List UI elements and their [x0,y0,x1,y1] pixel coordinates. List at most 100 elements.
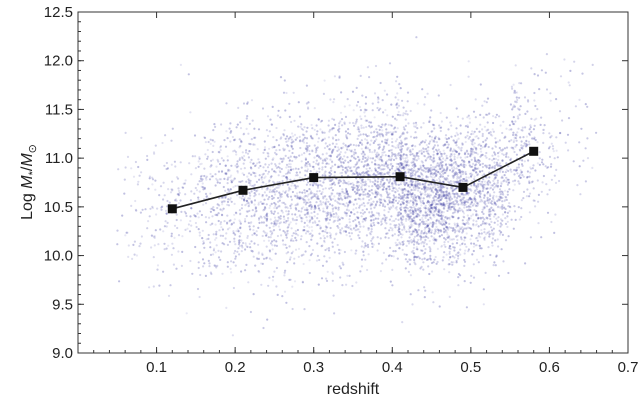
scatter-point [499,148,502,152]
scatter-point [410,184,413,187]
scatter-point [401,132,404,135]
scatter-point [451,255,454,258]
scatter-point [481,180,484,183]
scatter-point [362,193,365,197]
scatter-point [470,147,473,150]
scatter-point [220,200,223,203]
scatter-point [479,163,482,166]
scatter-point [157,243,160,246]
scatter-point [439,152,443,155]
scatter-point [401,163,404,166]
scatter-point [300,235,303,238]
scatter-point [448,169,452,172]
scatter-point [365,145,368,148]
scatter-point [214,184,217,187]
scatter-point [252,255,255,258]
scatter-point [218,197,221,200]
scatter-point [127,255,130,258]
scatter-point [412,229,415,232]
scatter-point [477,167,480,170]
scatter-point [315,183,318,186]
scatter-point [435,169,438,172]
scatter-point [396,214,399,217]
scatter-point [347,144,351,148]
scatter-point [248,225,251,228]
scatter-point [229,131,232,134]
scatter-point [285,91,288,95]
scatter-point [323,158,326,161]
scatter-point [376,131,379,134]
scatter-point [391,185,394,188]
scatter-point [442,203,445,206]
scatter-point [281,175,284,178]
scatter-point [355,144,358,147]
scatter-point [395,244,398,247]
scatter-point [366,172,369,175]
scatter-point [461,242,464,245]
scatter-point [432,199,436,202]
scatter-point [398,213,401,217]
scatter-point [446,146,450,149]
scatter-point [133,253,136,256]
scatter-point [264,217,267,220]
scatter-point [320,119,324,122]
scatter-point [412,246,415,249]
scatter-point [281,179,284,183]
scatter-point [300,254,303,257]
scatter-point [250,215,253,218]
scatter-point [441,186,444,189]
scatter-point [393,130,396,133]
scatter-point [329,155,332,158]
scatter-point [232,186,235,189]
scatter-point [236,160,239,163]
scatter-point [399,153,402,156]
scatter-point [400,139,403,142]
scatter-point [278,181,281,184]
scatter-point [271,158,274,161]
scatter-point [366,163,369,166]
scatter-point [389,200,392,203]
scatter-point [445,177,448,180]
scatter-point [418,210,421,213]
scatter-point [515,166,519,169]
scatter-point [584,103,587,106]
scatter-point [485,143,488,146]
scatter-point [298,197,301,200]
scatter-point [346,169,349,172]
scatter-point [479,217,482,220]
scatter-point [461,219,464,222]
scatter-point [424,248,427,251]
scatter-point [305,137,309,140]
scatter-point [427,170,430,174]
scatter-point [166,205,169,208]
scatter-point [288,186,291,189]
scatter-point [285,176,288,179]
scatter-point [418,214,421,217]
scatter-point [257,270,260,273]
scatter-point [520,140,523,143]
scatter-point [466,150,469,153]
scatter-point [498,170,502,173]
scatter-point [203,262,206,265]
scatter-point [189,111,192,114]
scatter-point [207,233,210,237]
scatter-point [514,133,518,136]
scatter-point [368,124,371,127]
scatter-point [446,167,449,170]
scatter-point [518,182,521,185]
scatter-point [231,150,235,153]
scatter-point [379,156,382,159]
scatter-point [389,124,392,127]
scatter-point [273,210,276,213]
scatter-point [375,155,379,158]
scatter-point [440,190,443,193]
scatter-point [273,239,276,242]
scatter-point [467,176,470,179]
scatter-point [333,171,336,174]
scatter-point [443,268,446,271]
scatter-point [476,214,479,217]
scatter-point [311,192,314,195]
scatter-point [475,127,478,130]
scatter-point [580,127,583,130]
